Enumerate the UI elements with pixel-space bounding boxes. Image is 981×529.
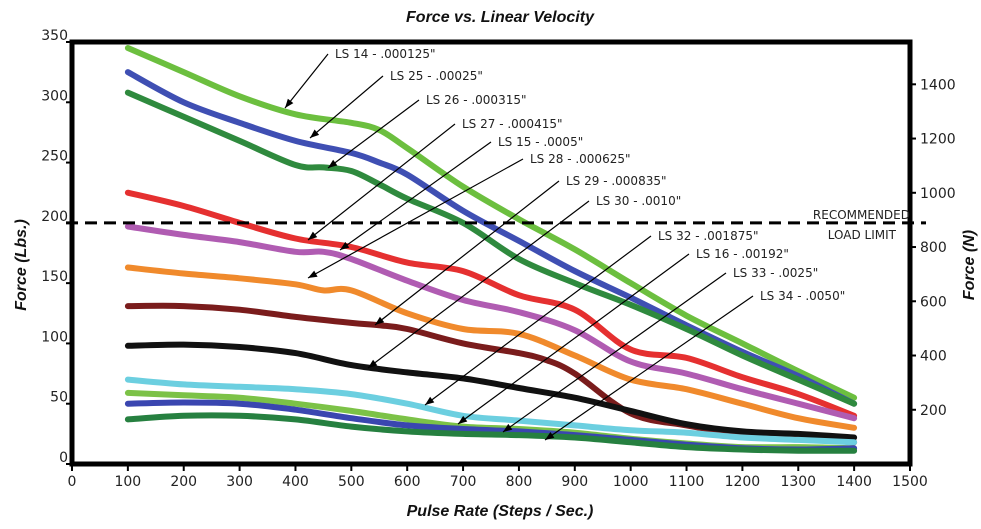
arrowhead-ls-32 bbox=[425, 396, 435, 405]
series-line-ls-14 bbox=[124, 45, 858, 401]
x-tick-label: 1200 bbox=[725, 474, 761, 490]
y-tick-label: 250 bbox=[41, 149, 68, 165]
series-label-ls-34: LS 34 - .0050" bbox=[760, 289, 845, 303]
x-tick-label: 1400 bbox=[836, 474, 872, 490]
x-tick-label: 1500 bbox=[892, 474, 928, 490]
y-tick-label: 300 bbox=[41, 88, 68, 104]
series-label-ls-25: LS 25 - .00025" bbox=[390, 69, 483, 83]
x-tick-label: 700 bbox=[450, 474, 477, 490]
series-line-ls-32 bbox=[124, 376, 858, 446]
series-line-ls-34 bbox=[124, 412, 858, 454]
leader-line-ls-25 bbox=[309, 75, 384, 139]
x-tick-label: 500 bbox=[338, 474, 365, 490]
leader-line-ls-14 bbox=[284, 53, 329, 109]
leader-line-ls-27 bbox=[307, 123, 456, 241]
arrowhead-ls-29 bbox=[375, 316, 385, 325]
y2-tick-label: 1200 bbox=[920, 132, 956, 148]
leader-line-ls-15 bbox=[339, 141, 492, 251]
y2-tick-label: 400 bbox=[920, 349, 947, 365]
y-tick-label: 350 bbox=[41, 28, 68, 44]
leader-line-ls-32 bbox=[424, 235, 652, 406]
y2-axis-title: Force (N) bbox=[961, 230, 978, 300]
series-label-ls-32: LS 32 - .001875" bbox=[658, 229, 759, 243]
leader-line-ls-16 bbox=[457, 253, 690, 425]
series-line-ls-27 bbox=[124, 189, 858, 419]
series-label-ls-29: LS 29 - .000835" bbox=[566, 174, 667, 188]
arrowhead-ls-14 bbox=[285, 98, 294, 108]
y2-tick-label: 200 bbox=[920, 403, 947, 419]
leader-line-ls-33 bbox=[502, 272, 727, 433]
y-axis-title: Force (Lbs.) bbox=[13, 219, 30, 311]
arrowhead-ls-30 bbox=[368, 359, 378, 368]
series-label-ls-28: LS 28 - .000625" bbox=[530, 152, 631, 166]
arrowhead-ls-28 bbox=[308, 270, 318, 278]
series-label-ls-26: LS 26 - .000315" bbox=[426, 93, 527, 107]
series-line-ls-15 bbox=[124, 223, 858, 422]
arrowhead-ls-16 bbox=[458, 415, 468, 424]
y-tick-label: 150 bbox=[41, 269, 68, 285]
series-line-ls-28 bbox=[124, 264, 858, 431]
x-tick-label: 900 bbox=[561, 474, 588, 490]
leader-line-ls-28 bbox=[307, 158, 524, 279]
y2-tick-label: 1000 bbox=[920, 186, 956, 202]
plot-frame bbox=[69, 39, 913, 467]
series-line-ls-25 bbox=[124, 69, 858, 407]
x-tick-label: 0 bbox=[68, 474, 77, 490]
plot-border bbox=[69, 39, 913, 467]
reference-line-group: RECOMMENDED LOAD LIMIT bbox=[66, 208, 926, 242]
arrowhead-ls-33 bbox=[503, 423, 513, 432]
axis-ticks: 0 100 200 300 400 500 600 700 800 900 1000 1100 1200… bbox=[41, 28, 955, 490]
y-tick-label: 100 bbox=[41, 329, 68, 345]
x-tick-label: 600 bbox=[394, 474, 421, 490]
leader-line-ls-34 bbox=[544, 295, 754, 441]
y2-tick-label: 1400 bbox=[920, 77, 956, 93]
series-label-ls-27: LS 27 - .000415" bbox=[462, 117, 563, 131]
arrowhead-ls-27 bbox=[308, 231, 318, 240]
arrowhead-ls-15 bbox=[340, 241, 350, 250]
x-tick-label: 1100 bbox=[669, 474, 705, 490]
series-annotations: LS 14 - .000125" LS 25 - .00025" LS 26 - .… bbox=[284, 47, 845, 441]
x-tick-label: 1300 bbox=[780, 474, 816, 490]
series-label-ls-30: LS 30 - .0010" bbox=[596, 194, 681, 208]
chart-title: Force vs. Linear Velocity bbox=[406, 9, 595, 26]
x-axis-title: Pulse Rate (Steps / Sec.) bbox=[407, 503, 594, 520]
arrowhead-ls-25 bbox=[310, 129, 320, 138]
series-line-ls-29 bbox=[124, 302, 858, 446]
x-tick-label: 100 bbox=[114, 474, 141, 490]
arrowhead-ls-34 bbox=[545, 431, 555, 440]
y-tick-label: 0 bbox=[59, 450, 68, 466]
y-tick-label: 50 bbox=[50, 390, 68, 406]
x-tick-label: 800 bbox=[506, 474, 533, 490]
series-label-ls-15: LS 15 - .0005" bbox=[498, 135, 583, 149]
series-line-ls-26 bbox=[124, 89, 858, 407]
y2-tick-label: 600 bbox=[920, 294, 947, 310]
series-label-ls-14: LS 14 - .000125" bbox=[335, 47, 436, 61]
series-lines bbox=[124, 45, 858, 454]
arrowhead-ls-26 bbox=[328, 159, 338, 168]
x-tick-label: 1000 bbox=[613, 474, 649, 490]
reference-label-line2: LOAD LIMIT bbox=[828, 228, 897, 242]
x-tick-label: 400 bbox=[282, 474, 309, 490]
x-tick-label: 200 bbox=[170, 474, 197, 490]
series-line-ls-30 bbox=[124, 341, 858, 441]
y-tick-label: 200 bbox=[41, 209, 68, 225]
y2-tick-label: 800 bbox=[920, 240, 947, 256]
reference-label-line1: RECOMMENDED bbox=[813, 208, 910, 222]
leader-line-ls-29 bbox=[374, 180, 560, 326]
leader-line-ls-26 bbox=[327, 99, 420, 169]
leader-line-ls-30 bbox=[367, 200, 590, 369]
series-label-ls-16: LS 16 - .00192" bbox=[696, 247, 789, 261]
series-label-ls-33: LS 33 - .0025" bbox=[733, 266, 818, 280]
x-tick-label: 300 bbox=[226, 474, 253, 490]
